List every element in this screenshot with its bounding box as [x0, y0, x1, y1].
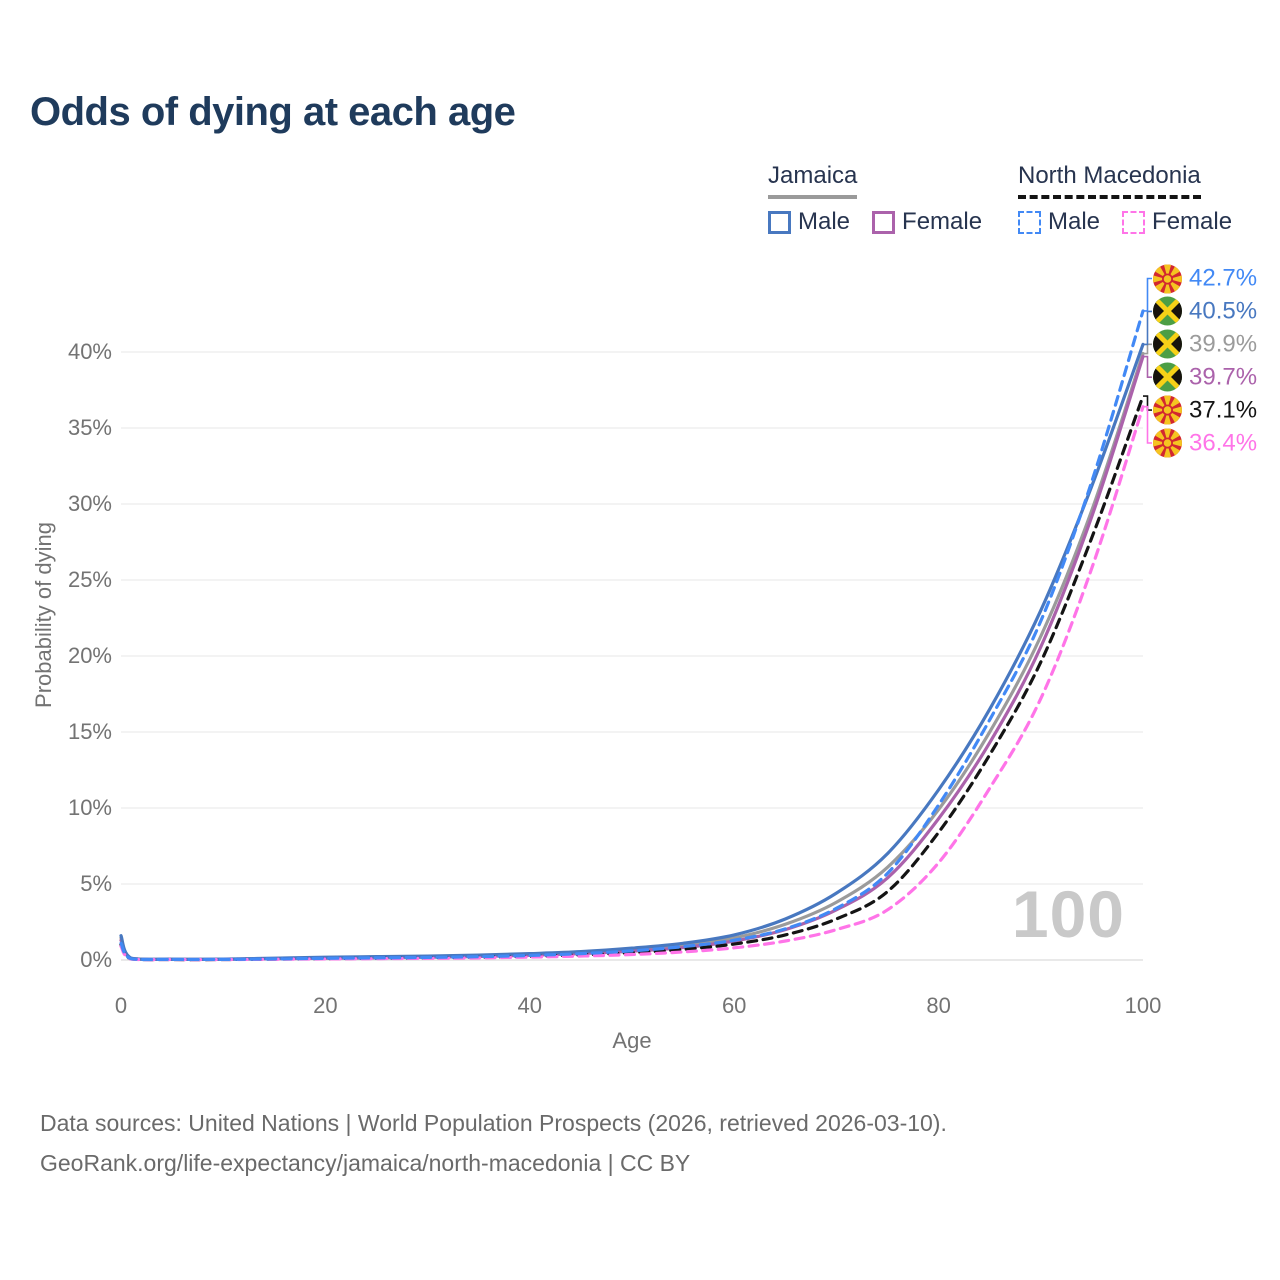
nm-female-swatch-icon: [1122, 210, 1146, 234]
legend-item-nm-male[interactable]: Male: [1018, 208, 1100, 236]
attribution-note: GeoRank.org/life-expectancy/jamaica/nort…: [40, 1150, 691, 1176]
end-label-connector: [1143, 355, 1152, 378]
y-tick-label-20: 20%: [67, 643, 112, 668]
y-tick-label-0: 0%: [80, 947, 112, 972]
north-macedonia-flag-icon: [1153, 395, 1182, 425]
series-line-north-macedonia[interactable]: [119, 394, 1145, 962]
jamaica-flag-icon: [1153, 362, 1182, 392]
end-label-value: 40.5%: [1189, 297, 1258, 325]
x-axis-title: Age: [612, 1028, 652, 1053]
series-line-jamaica-female[interactable]: [119, 354, 1145, 962]
x-tick-label-20: 20: [313, 993, 338, 1018]
series-line-north-macedonia-male[interactable]: [119, 309, 1145, 962]
jamaica-flag-icon: [1153, 329, 1182, 359]
end-label-north-macedonia: 37.1%: [1153, 395, 1258, 425]
y-tick-label-40: 40%: [67, 339, 112, 364]
end-label-value: 36.4%: [1189, 429, 1258, 456]
end-label-jamaica-male: 40.5%: [1153, 296, 1258, 326]
y-tick-label-25: 25%: [67, 567, 112, 592]
jamaica-flag-icon: [1153, 296, 1182, 326]
north-macedonia-flag-icon: [1153, 264, 1182, 293]
end-label-value: 42.7%: [1189, 264, 1258, 292]
end-label-jamaica-female: 39.7%: [1153, 362, 1258, 392]
end-label-north-macedonia-female: 36.4%: [1153, 428, 1258, 458]
y-tick-label-10: 10%: [67, 795, 112, 820]
legend-item-jamaica-male[interactable]: Male: [768, 208, 850, 236]
end-label-connector: [1143, 277, 1152, 312]
y-tick-label-30: 30%: [67, 491, 112, 516]
page-title: Odds of dying at each age: [30, 90, 516, 134]
legend-item-jamaica-female[interactable]: Female: [872, 208, 982, 236]
end-label-connector: [1143, 405, 1152, 444]
legend-item-label: Male: [1048, 208, 1101, 235]
legend-item-nm-female[interactable]: Female: [1122, 208, 1232, 236]
y-tick-label-5: 5%: [80, 871, 112, 896]
north-macedonia-flag-icon: [1153, 428, 1182, 458]
series-line-north-macedonia-female[interactable]: [119, 405, 1145, 962]
end-label-value: 39.7%: [1189, 363, 1258, 391]
legend-item-label: Female: [1152, 208, 1233, 235]
legend-country-north-macedonia[interactable]: North Macedonia: [1018, 162, 1201, 199]
legend-group-jamaica: Jamaica Male Female: [768, 162, 982, 236]
jamaica-female-swatch-icon: [872, 210, 896, 234]
y-tick-label-35: 35%: [67, 415, 112, 440]
x-tick-label-40: 40: [517, 993, 543, 1018]
data-source-note: Data sources: United Nations | World Pop…: [40, 1110, 947, 1136]
x-tick-label-100: 100: [1124, 993, 1162, 1018]
legend-group-north-macedonia: North Macedonia Male Female: [1018, 162, 1232, 236]
legend-item-label: Female: [902, 208, 983, 235]
nm-male-swatch-icon: [1018, 210, 1041, 234]
jamaica-male-swatch-icon: [768, 210, 791, 234]
end-label-connector: [1143, 343, 1152, 355]
x-tick-label-60: 60: [721, 993, 747, 1018]
end-label-connector: [1143, 310, 1152, 346]
end-label-value: 39.9%: [1189, 330, 1258, 358]
end-label-jamaica: 39.9%: [1153, 329, 1258, 359]
legend-item-label: Male: [798, 208, 851, 235]
age-counter-watermark: 100: [1011, 877, 1125, 951]
end-label-connector: [1143, 395, 1152, 411]
end-label-north-macedonia-male: 42.7%: [1153, 264, 1257, 293]
legend-country-jamaica[interactable]: Jamaica: [768, 162, 858, 199]
y-tick-label-15: 15%: [67, 719, 112, 744]
end-label-value: 37.1%: [1189, 396, 1258, 424]
x-tick-label-80: 80: [926, 993, 951, 1018]
x-tick-label-0: 0: [114, 993, 128, 1018]
series-line-jamaica-male[interactable]: [119, 342, 1145, 961]
